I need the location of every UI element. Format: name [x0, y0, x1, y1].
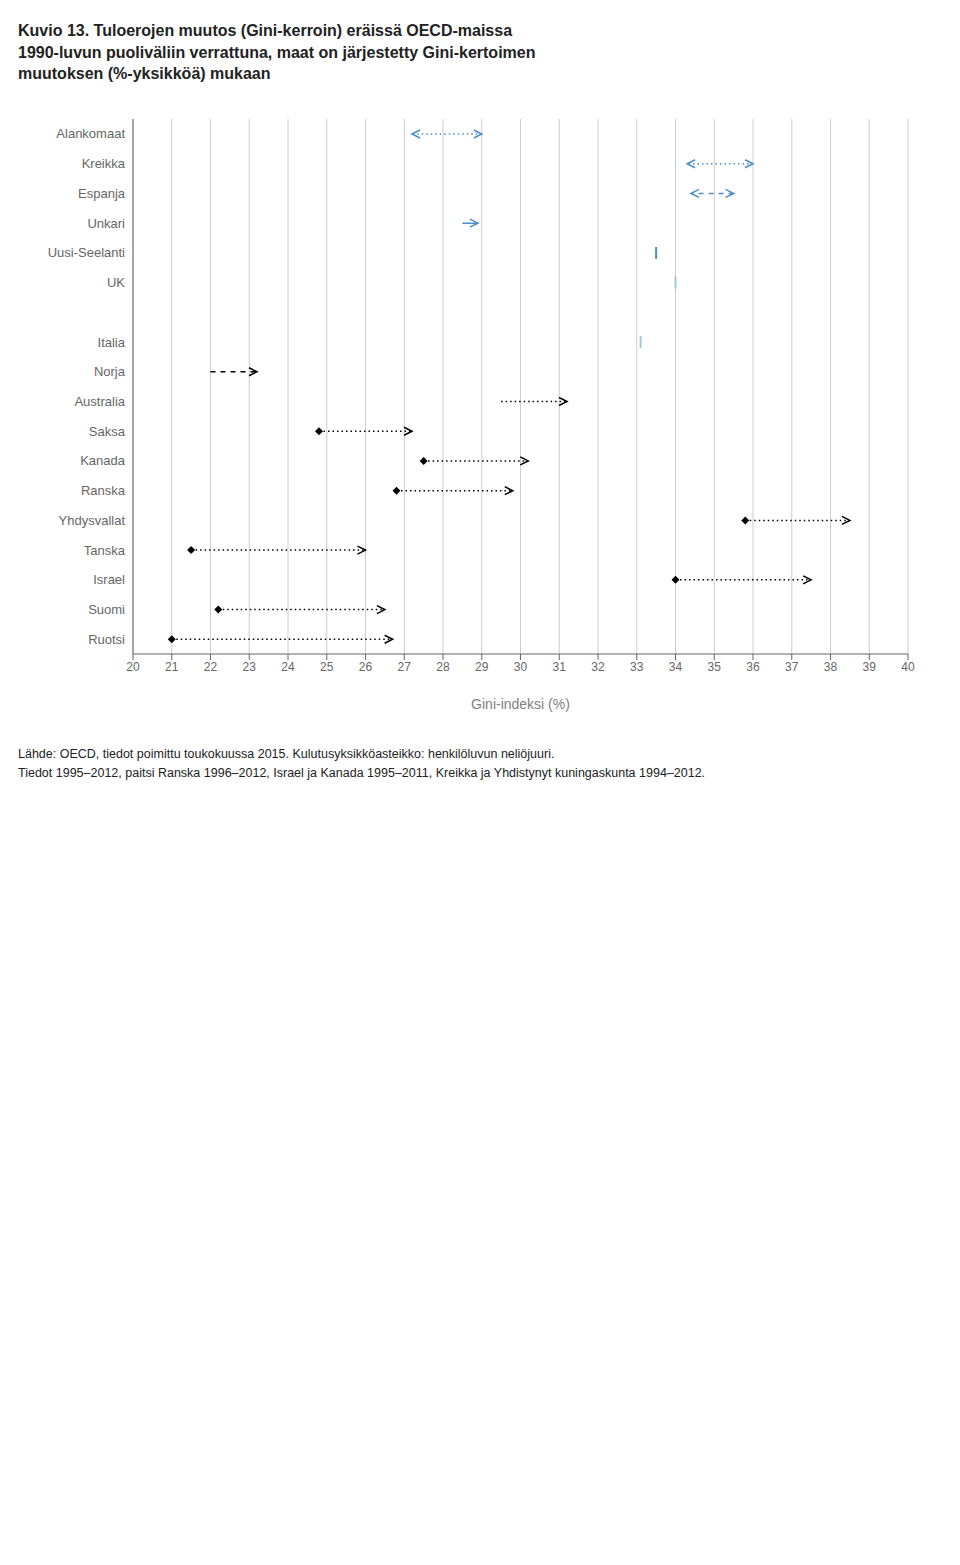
svg-text:Australia: Australia [74, 394, 125, 409]
html-text:Tiedot 1995–2012, paitsi Ransk: Tiedot 1995–2012, paitsi Ranska 1996–201… [18, 765, 706, 780]
svg-text:26: 26 [359, 659, 373, 673]
html-text:Lähde: OECD, tiedot poimittu t: Lähde: OECD, tiedot poimittu toukokuussa… [18, 746, 555, 761]
svg-text:30: 30 [514, 659, 528, 673]
svg-text:Norja: Norja [94, 364, 126, 379]
html-text:muutoksen (%-yksikköä) mukaan: muutoksen (%-yksikköä) mukaan [18, 65, 271, 83]
svg-text:Saksa: Saksa [89, 423, 126, 438]
svg-text:40: 40 [901, 659, 915, 673]
svg-text:Italia: Italia [98, 334, 126, 349]
svg-text:39: 39 [863, 659, 877, 673]
svg-text:22: 22 [204, 659, 218, 673]
svg-text:23: 23 [243, 659, 257, 673]
svg-text:35: 35 [708, 659, 722, 673]
svg-text:Kanada: Kanada [80, 453, 126, 468]
svg-text:Uusi-Seelanti: Uusi-Seelanti [48, 245, 125, 260]
svg-text:Yhdysvallat: Yhdysvallat [59, 513, 126, 528]
svg-text:32: 32 [591, 659, 605, 673]
svg-text:27: 27 [398, 659, 412, 673]
svg-text:Espanja: Espanja [78, 186, 126, 201]
svg-text:Tanska: Tanska [84, 542, 126, 557]
svg-text:21: 21 [165, 659, 179, 673]
svg-text:36: 36 [746, 659, 760, 673]
svg-text:31: 31 [553, 659, 567, 673]
svg-text:Unkari: Unkari [87, 215, 125, 230]
svg-text:24: 24 [281, 659, 295, 673]
svg-text:Ranska: Ranska [81, 483, 126, 498]
svg-text:37: 37 [785, 659, 799, 673]
svg-text:38: 38 [824, 659, 838, 673]
svg-text:Kreikka: Kreikka [82, 156, 126, 171]
svg-text:29: 29 [475, 659, 489, 673]
svg-text:20: 20 [126, 659, 140, 673]
html-text:Kuvio 13. Tuloerojen muutos (G: Kuvio 13. Tuloerojen muutos (Gini-kerroi… [18, 22, 512, 39]
svg-text:Israel: Israel [93, 572, 125, 587]
svg-text:Alankomaat: Alankomaat [56, 126, 125, 141]
svg-text:UK: UK [107, 275, 125, 290]
svg-text:Gini-indeksi (%): Gini-indeksi (%) [471, 696, 570, 712]
svg-text:Suomi: Suomi [88, 602, 125, 617]
html-text:1990-luvun puoliväliin verratt: 1990-luvun puoliväliin verrattuna, maat … [18, 43, 536, 61]
svg-text:Ruotsi: Ruotsi [88, 632, 125, 647]
svg-text:25: 25 [320, 659, 334, 673]
svg-text:34: 34 [669, 659, 683, 673]
svg-text:33: 33 [630, 659, 644, 673]
svg-text:28: 28 [436, 659, 450, 673]
